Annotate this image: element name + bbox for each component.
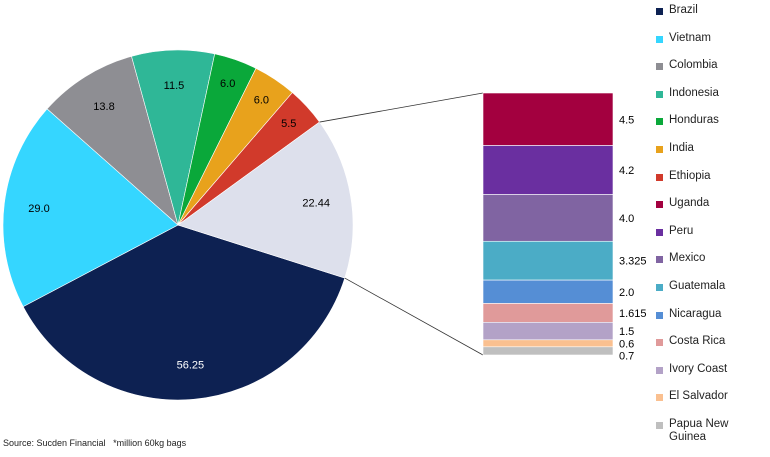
legend-label: Indonesia	[669, 86, 719, 99]
legend-swatch	[656, 90, 663, 98]
bar-value-label-mexico: 4.0	[619, 213, 634, 225]
legend-swatch	[656, 8, 663, 15]
legend-label: Guatemala	[669, 280, 726, 292]
source-note: Source: Sucden Financial *million 60kg b…	[3, 438, 186, 448]
bar-value-label-el-salvador: 0.6	[619, 338, 634, 350]
bar-value-label-guatemala: 3.325	[619, 256, 647, 268]
legend-swatch	[656, 201, 663, 209]
legend-item-colombia: Colombia	[656, 59, 718, 72]
legend-item-ethiopia: Ethiopia	[656, 170, 711, 183]
pie-slice-brazil	[22, 224, 346, 401]
legend-label: El Salvador	[669, 390, 728, 403]
legend-label: India	[669, 142, 694, 154]
bar-value-label-nicaragua: 2.0	[619, 287, 634, 299]
bar-value-label-ivory-coast: 1.5	[619, 326, 634, 338]
legend-swatch	[656, 394, 663, 402]
legend-item-guatemala: Guatemala	[656, 280, 725, 293]
legend-item-brazil: Brazil	[656, 4, 698, 17]
connector-line-top	[319, 92, 484, 123]
legend-item-indonesia: Indonesia	[656, 87, 719, 100]
legend-item-ivory-coast: Ivory Coast	[656, 363, 727, 376]
legend-label: Colombia	[669, 59, 718, 72]
legend-label: Nicaragua	[669, 307, 722, 320]
legend-swatch	[656, 35, 663, 43]
legend-label: Mexico	[669, 252, 706, 265]
legend-label: Uganda	[669, 197, 710, 210]
legend-label: Papua New Guinea	[669, 418, 729, 443]
legend-label: Vietnam	[669, 31, 711, 44]
bar-segment-ivory-coast	[482, 322, 614, 341]
legend-item-peru: Peru	[656, 225, 693, 238]
bar-value-label-papua-new-guinea: 0.7	[619, 350, 634, 362]
pie-value-label-brazil: 56.25	[177, 359, 205, 371]
legend-label: Costa Rica	[669, 335, 726, 348]
bar-segment-nicaragua	[482, 279, 614, 304]
legend-item-india: India	[656, 142, 694, 155]
pie: 56.25 29.0 13.8 11.5 6.0 6.0 5.5 22.44	[2, 49, 354, 401]
pie-value-label-vietnam: 29.0	[28, 203, 49, 215]
pie-slice-colombia	[46, 55, 179, 226]
bar-segment-peru	[482, 145, 614, 195]
pie-value-label-honduras: 6.0	[220, 78, 235, 90]
pie-slice-other	[177, 121, 354, 279]
legend-item-costa-rica: Costa Rica	[656, 335, 725, 348]
legend-item-vietnam: Vietnam	[656, 32, 711, 45]
legend-swatch	[656, 339, 663, 347]
legend-swatch	[656, 311, 663, 319]
bar-value-label-peru: 4.2	[619, 165, 634, 177]
bar-segment-el-salvador	[482, 339, 614, 348]
pie-value-label-indonesia: 11.5	[164, 80, 185, 92]
pie-value-label-other: 22.44	[302, 198, 330, 210]
legend-swatch	[656, 173, 663, 181]
legend-item-papua-new-guinea: Papua New Guinea	[656, 418, 749, 444]
legend-swatch	[656, 228, 663, 236]
bar-value-label-costa-rica: 1.615	[619, 308, 647, 320]
legend-item-nicaragua: Nicaragua	[656, 308, 721, 321]
connector-line-bottom	[344, 277, 484, 356]
legend-swatch	[656, 422, 663, 429]
legend-swatch	[656, 63, 663, 71]
pie-value-label-ethiopia: 5.5	[281, 118, 296, 130]
bar-segment-uganda	[482, 92, 614, 146]
legend-label: Peru	[669, 224, 694, 237]
legend-label: Ethiopia	[669, 169, 711, 182]
connector-lines	[319, 92, 484, 356]
pie-value-label-colombia: 13.8	[93, 101, 114, 113]
pie-value-label-india: 6.0	[254, 95, 269, 107]
legend-swatch	[656, 146, 663, 153]
legend-item-mexico: Mexico	[656, 252, 705, 265]
legend-swatch	[656, 118, 663, 126]
legend-label: Brazil	[669, 4, 698, 16]
bar-segment-costa-rica	[482, 303, 614, 323]
bar-value-label-uganda: 4.5	[619, 114, 634, 126]
legend-swatch	[656, 284, 663, 291]
legend-label: Ivory Coast	[669, 362, 728, 375]
bar-segment-guatemala	[482, 240, 614, 281]
legend-label: Honduras	[669, 114, 719, 127]
unit-note: *million 60kg bags	[113, 438, 187, 448]
legend-swatch	[656, 256, 663, 264]
source-text: Source: Sucden Financial	[3, 438, 106, 448]
pie-slice-vietnam	[2, 108, 179, 307]
legend-item-honduras: Honduras	[656, 114, 719, 127]
legend-item-el-salvador: El Salvador	[656, 390, 728, 403]
bar-segment-mexico	[482, 194, 614, 242]
bar-segment-papua-new-guinea	[482, 346, 614, 356]
breakdown-bar: 4.5 4.2 4.0 3.325 2.0 1.615 1.50.60.7	[482, 92, 647, 362]
legend-item-uganda: Uganda	[656, 197, 709, 210]
legend-swatch	[656, 366, 663, 374]
